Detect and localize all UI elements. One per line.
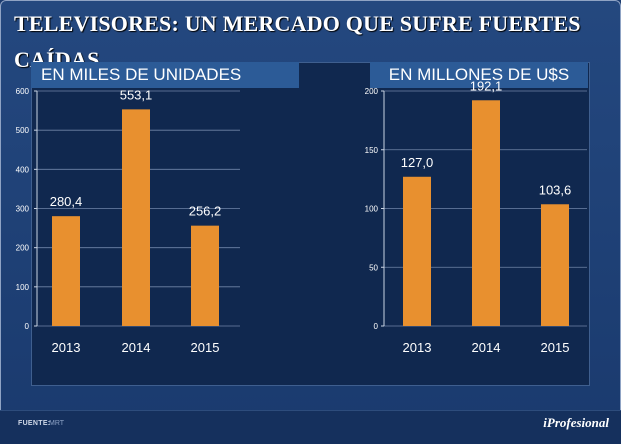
chart-1-category-label: 2014 <box>122 340 151 355</box>
chart-1-title: EN MILES DE UNIDADES <box>41 65 242 84</box>
chart-1-y-tick-label: 0 <box>25 322 30 331</box>
chart-2-y-tick-label: 100 <box>365 205 379 214</box>
brand-logo: iProfesional <box>543 415 609 430</box>
chart-1-y-tick-label: 300 <box>16 205 30 214</box>
chart-1-category-label: 2013 <box>52 340 81 355</box>
chart-1-y-tick-label: 600 <box>16 87 30 96</box>
chart-2-y-tick-label: 50 <box>369 263 378 272</box>
chart-1-header: EN MILES DE UNIDADES <box>31 62 299 88</box>
chart-2-value-label: 103,6 <box>539 182 572 197</box>
chart-1-value-label: 553,1 <box>120 87 153 102</box>
chart-1-bar <box>191 225 219 326</box>
chart-2-header: EN MILLONES DE U$S <box>370 62 588 88</box>
chart-1-bar <box>122 109 150 326</box>
chart-2-y-tick-label: 200 <box>365 87 379 96</box>
chart-1-y-tick-label: 100 <box>16 283 30 292</box>
chart-2-bar <box>472 100 500 326</box>
chart-2-value-label: 127,0 <box>401 155 434 170</box>
chart-2-category-label: 2015 <box>541 340 570 355</box>
chart-2-value-label: 192,1 <box>470 78 503 93</box>
chart-1-category-label: 2015 <box>191 340 220 355</box>
chart-1-y-tick-label: 200 <box>16 244 30 253</box>
chart-2-title: EN MILLONES DE U$S <box>388 65 570 84</box>
chart-1-bar <box>52 216 80 326</box>
chart-2-y-tick-label: 150 <box>365 146 379 155</box>
chart-2-category-label: 2014 <box>472 340 501 355</box>
chart-2-y-tick-label: 0 <box>374 322 379 331</box>
chart-2-bar <box>403 176 431 326</box>
footer <box>0 410 621 444</box>
chart-2-bar <box>541 204 569 326</box>
source-value: MRT <box>49 420 65 427</box>
chart-1-value-label: 256,2 <box>189 204 222 219</box>
chart-2-category-label: 2013 <box>403 340 432 355</box>
chart-1-y-tick-label: 500 <box>16 126 30 135</box>
chart-1-y-tick-label: 400 <box>16 165 30 174</box>
source-label: FUENTE: <box>18 420 51 427</box>
chart-1-value-label: 280,4 <box>50 194 83 209</box>
